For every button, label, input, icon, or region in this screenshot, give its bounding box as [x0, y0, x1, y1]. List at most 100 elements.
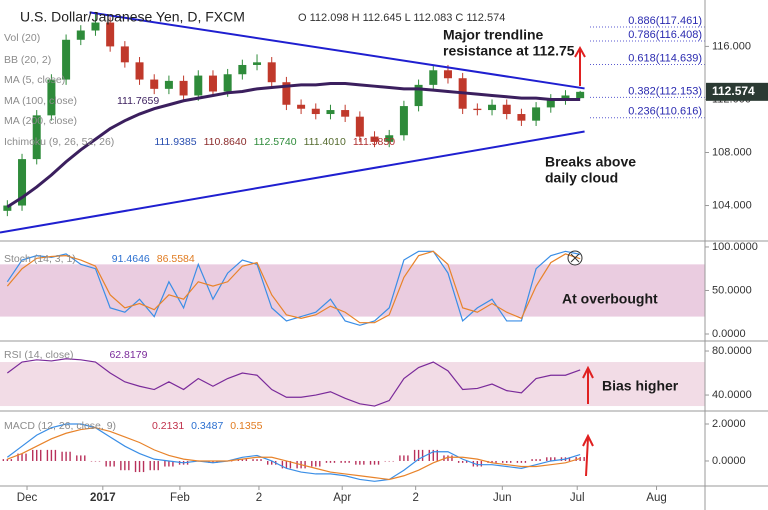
annotation: Bias higher: [602, 378, 679, 394]
histogram-bar: [252, 459, 254, 461]
histogram-bar: [304, 460, 306, 469]
candle-body: [267, 62, 276, 83]
histogram-bar: [348, 460, 350, 463]
indicator-reading: 111.7659: [117, 95, 159, 107]
series-line: [6, 358, 581, 407]
histogram-bar: [506, 460, 508, 463]
candle-body: [164, 80, 173, 89]
fib-label: 0.236(110.616): [628, 106, 702, 118]
candle-body: [223, 74, 232, 92]
circle: [567, 250, 583, 266]
arrow: [582, 365, 594, 404]
histogram-bar: [69, 451, 71, 461]
x-tick-label: Jul: [570, 492, 585, 504]
candle-body: [370, 136, 379, 142]
arrow: [574, 45, 586, 86]
y-tick-label: 2.0000: [712, 418, 746, 430]
indicator-reading: 111.4010: [304, 136, 346, 148]
histogram-bar: [315, 460, 317, 467]
histogram-bar: [520, 460, 523, 463]
indicator-reading: 0.1355: [230, 420, 262, 432]
indicator-label: Ichimoku (9, 26, 52, 26): [4, 136, 114, 148]
histogram-bar: [61, 451, 63, 461]
histogram-bar: [407, 455, 409, 461]
histogram-bar: [54, 449, 57, 461]
indicator-reading: 86.5584: [157, 253, 195, 265]
annotation: At overbought: [562, 291, 658, 307]
histogram-bar: [550, 457, 552, 461]
ohlc-label: O 112.098 H 112.645 L 112.083 C 112.574: [298, 12, 505, 24]
histogram-bar: [65, 451, 67, 461]
histogram-bar: [333, 460, 336, 463]
histogram-bar: [373, 460, 376, 465]
indicator-reading: 111.9385: [154, 136, 196, 148]
series-line: [6, 250, 581, 326]
candle-body: [443, 70, 452, 79]
histogram-bar: [128, 460, 130, 471]
histogram-bar: [142, 460, 145, 473]
histogram-bar: [113, 460, 115, 467]
histogram-bar: [363, 460, 365, 465]
y-tick-label: 50.0000: [712, 284, 752, 296]
x-tick-label: Apr: [333, 492, 351, 504]
y-tick-label: 100.0000: [712, 241, 758, 253]
histogram-bar: [172, 460, 174, 467]
histogram-bar: [403, 455, 405, 461]
indicator-label: Vol (20): [4, 32, 40, 44]
last-price-badge: [706, 82, 768, 101]
candle-body: [326, 110, 335, 115]
histogram-bar: [531, 459, 533, 461]
candle-body: [62, 39, 71, 80]
histogram-bar: [340, 460, 342, 463]
histogram-bar: [377, 460, 380, 465]
y-tick-label: 104.000: [712, 199, 752, 211]
histogram-bar: [510, 460, 512, 463]
candle-body: [106, 22, 115, 47]
series-line: [6, 82, 581, 209]
histogram-bar: [32, 449, 34, 461]
indicator-reading: 112.5740: [254, 136, 297, 148]
candle-body: [91, 22, 100, 31]
candle-body: [194, 75, 203, 96]
indicator-reading: 111.5850: [353, 136, 395, 148]
histogram-bar: [21, 453, 23, 461]
histogram-bar: [230, 460, 233, 462]
histogram-bar: [432, 449, 434, 461]
histogram-bar: [267, 460, 269, 465]
histogram-bar: [568, 457, 571, 461]
fib-label: 0.886(117.461): [628, 15, 702, 27]
histogram-bar: [319, 460, 321, 467]
candle-body: [208, 75, 217, 92]
histogram-bar: [109, 460, 111, 467]
arrows: [574, 45, 594, 477]
histogram-bar: [120, 460, 122, 471]
histogram-bar: [388, 460, 390, 462]
y-tick-label: 108.000: [712, 146, 752, 158]
x-tick-label: Feb: [170, 492, 190, 504]
histogram-bar: [17, 453, 19, 461]
x-tick-label: 2017: [90, 492, 116, 504]
indicator-reading: 0.3487: [191, 420, 223, 432]
histogram-bar: [98, 460, 101, 462]
indicator-label: MA (5, close): [4, 74, 65, 86]
indicator-label: MACD (12, 26, close, 9): [4, 420, 116, 432]
histogram-bar: [105, 460, 107, 467]
histogram-bar: [436, 449, 438, 461]
indicator-label: MA (100, close): [4, 95, 77, 107]
candle-body: [341, 110, 350, 117]
histogram-bar: [281, 460, 284, 469]
histogram-bar: [80, 455, 82, 461]
fib-label: 0.786(116.408): [628, 29, 702, 41]
candle-body: [473, 108, 482, 111]
histogram-bar: [344, 460, 346, 463]
marker-circle: [567, 250, 583, 266]
histogram-bar: [491, 460, 493, 463]
candle-body: [282, 82, 291, 105]
histogram-bar: [212, 460, 214, 463]
candle-body: [18, 159, 27, 206]
histogram-bar: [516, 460, 519, 463]
annotation: Breaks above: [545, 154, 636, 170]
candle-body: [253, 62, 262, 65]
